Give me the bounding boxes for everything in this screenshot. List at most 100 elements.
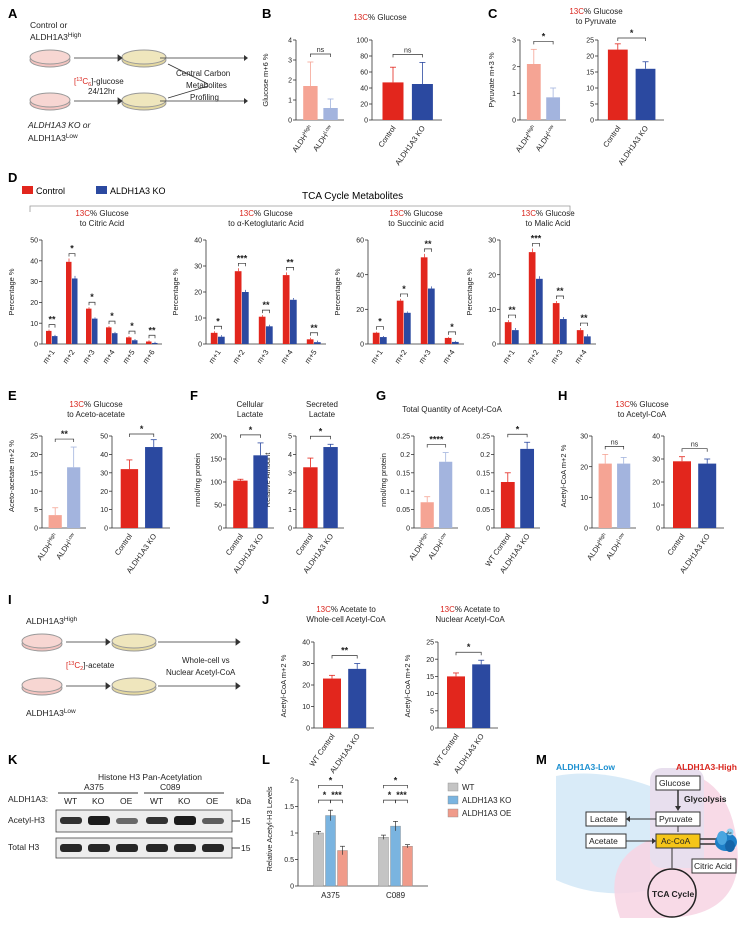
chart-d-malic-bar-0-3 xyxy=(576,330,584,344)
chart-c-sub2-bar-1 xyxy=(635,68,656,120)
m-low-label: ALDH1A3-Low xyxy=(556,762,615,772)
chart-j-sub2-ytick-label-0: 0 xyxy=(430,726,434,733)
chart-b-sub2-ytick-label-2: 40 xyxy=(360,86,368,93)
chart-d-malic-bar-1-3 xyxy=(584,336,591,344)
tca-section-title: TCA Cycle Metabolites xyxy=(302,191,403,202)
arrow-a6-head xyxy=(244,98,248,104)
chart-d-succinic-bar-0-1 xyxy=(396,300,404,344)
chart-d-citric-cat-1-sig-bracket xyxy=(68,253,76,257)
chart-h-sub2-ytick-label-0: 0 xyxy=(656,526,660,533)
chart-e-sub2-ytick-label-0: 0 xyxy=(104,526,108,533)
chart-j-sub1-title: 13C% Acetate to xyxy=(316,605,376,614)
panel-label-f: F xyxy=(190,388,198,403)
chart-b-sub1-ytick-label-0: 0 xyxy=(288,118,292,125)
chart-h-sub2-ytick-label-4: 40 xyxy=(652,434,660,441)
chart-f-sub2-bar-1 xyxy=(323,447,338,528)
blot-k-kda: kDa xyxy=(236,796,251,806)
dish-a-bottom-left xyxy=(29,92,71,111)
chart-d-akg-bar-1-1 xyxy=(242,292,249,344)
chart-j-sub1-ytick-label-0: 0 xyxy=(306,726,310,733)
chart-g-sub2-ytick-label-4: 0.2 xyxy=(480,452,490,459)
chart-d-akg-xlabel-2: m+3 xyxy=(255,348,271,365)
chart-b-sub2-sig-bracket xyxy=(392,54,423,58)
chart-b-sub1-ytick-label-2: 2 xyxy=(288,78,292,85)
panel-label-b: B xyxy=(262,6,271,21)
chart-d-citric-bar-1-2 xyxy=(92,318,98,344)
legend-d-control: Control xyxy=(36,186,65,196)
chart-j-sub1-title2: Whole-cell Acetyl-CoA xyxy=(306,615,386,624)
chart-g-sub1-xlabel-1: ALDHLow xyxy=(426,532,450,561)
m-tca-circle xyxy=(647,868,697,918)
chart-f-sub1-ytick-label-1: 50 xyxy=(214,503,222,510)
chart-l-ylabel: Relative Acetyl-H3 Levels xyxy=(265,786,274,871)
chart-h-sub2-ytick-label-2: 20 xyxy=(652,480,660,487)
chart-e-sub1-bar-1 xyxy=(67,467,81,528)
schema-a-bottom-label: ALDH1A3 KO or xyxy=(27,120,92,130)
arrow-a4 xyxy=(167,85,209,99)
chart-c-sub2-ytick-label-4: 20 xyxy=(586,54,594,61)
chart-f-sub2-title: Secreted xyxy=(306,400,338,409)
chart-d-citric-cat-3-sig-label: * xyxy=(110,311,114,321)
chart-d-succinic-ytick-label-2: 40 xyxy=(356,272,364,279)
chart-f-sub1-bar-1 xyxy=(253,455,268,528)
chart-h-sub1-sig-label: ns xyxy=(611,439,619,446)
chart-d-malic-cat-1-sig-bracket xyxy=(532,243,540,247)
blot-k-row2-label: Total H3 xyxy=(8,842,39,852)
chart-c-sub2-sig-bracket xyxy=(617,37,646,41)
chart-e-title: 13C% Glucose xyxy=(69,400,123,409)
chart-c-sub1-sig-bracket xyxy=(533,40,554,45)
chart-d-akg-bar-1-2 xyxy=(266,326,273,344)
blot-k-lane-1: WT xyxy=(64,796,77,806)
chart-h-sub1-ytick-label-0: 0 xyxy=(584,526,588,533)
chart-e-sub2-ytick-label-4: 40 xyxy=(100,452,108,459)
schema-a-outcome1: Central Carbon xyxy=(176,69,230,78)
chart-d-akg-title: 13C% Glucose xyxy=(239,209,293,218)
arrow-i1-head xyxy=(105,638,111,646)
chart-d-succinic-ylabel: Percentage % xyxy=(333,268,342,315)
chart-d-akg-bar-0-3 xyxy=(282,275,290,344)
chart-d-citric-ytick-label-4: 40 xyxy=(30,258,38,265)
m-tca: TCA Cycle xyxy=(652,889,694,899)
blot-k: Histone H3 Pan-Acetylation ALDH1A3: A375… xyxy=(8,772,251,859)
chart-d-akg-cat-4-sig-label: ** xyxy=(310,323,318,333)
chart-l-g0-a-sig-label: * xyxy=(323,790,327,800)
chart-d-akg-cat-1-sig-bracket xyxy=(238,262,246,267)
m-ac: Ac xyxy=(727,830,732,835)
chart-l-group-1: C089 xyxy=(386,891,406,900)
chart-g-sub2-bar-0 xyxy=(500,482,515,528)
schema-i-bottom-label: ALDH1A3Low xyxy=(26,708,76,718)
schema-a-outcome3: Profiling xyxy=(190,93,219,102)
chart-d-akg-xlabel-3: m+4 xyxy=(279,348,295,365)
chart-l-legend-swatch-1 xyxy=(447,795,459,805)
blot-k-lane-3: OE xyxy=(120,796,133,806)
panel-label-c: C xyxy=(488,6,498,21)
arrow-a2-head xyxy=(117,97,123,105)
panel-label-m: M xyxy=(536,752,547,767)
chart-g-sub2-ytick-label-2: 0.1 xyxy=(480,489,490,496)
chart-g-sub1-bar-1 xyxy=(439,461,453,528)
band-acetyl-c089-ko xyxy=(174,816,196,825)
chart-f-sub2-ytick-label-2: 2 xyxy=(288,489,292,496)
chart-l-g1-a-sig-bracket xyxy=(383,799,396,804)
chart-h-sub1-bar-0 xyxy=(598,463,612,528)
m-glucose: Glucose xyxy=(659,778,690,788)
chart-d-succinic-bar-1-2 xyxy=(428,288,435,344)
m-accoa-box xyxy=(655,833,701,849)
chart-d-malic-ytick-label-0: 0 xyxy=(492,342,496,349)
blot-k-row-label: ALDH1A3: xyxy=(8,794,48,804)
chart-l-g1-b-sig-bracket xyxy=(395,799,408,804)
chart-c-sub2-ytick-label-1: 5 xyxy=(590,102,594,109)
band-total-a375-oe xyxy=(116,844,138,852)
chart-d-citric-xlabel-3: m+4 xyxy=(101,348,117,365)
chart-g-sub2-bar-1 xyxy=(520,448,535,528)
chart-d-citric-cat-0-sig-bracket xyxy=(48,324,56,328)
chart-d-succinic-bar-0-0 xyxy=(372,332,380,344)
chart-d-citric-bar-1-1 xyxy=(72,278,78,344)
chart-e-sub2-ytick-label-3: 30 xyxy=(100,470,108,477)
chart-e-sub1-sig-label: ** xyxy=(61,429,69,439)
chart-e-sub1-ytick-label-3: 15 xyxy=(30,470,38,477)
